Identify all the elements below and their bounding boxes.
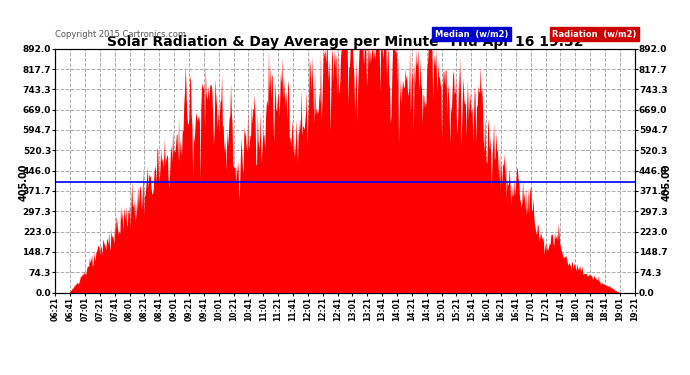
Title: Solar Radiation & Day Average per Minute  Thu Apr 16 19:32: Solar Radiation & Day Average per Minute…	[107, 35, 583, 49]
Text: Copyright 2015 Cartronics.com: Copyright 2015 Cartronics.com	[55, 30, 186, 39]
Text: Radiation  (w/m2): Radiation (w/m2)	[552, 30, 636, 39]
Text: 405.00: 405.00	[662, 163, 671, 201]
Text: 405.00: 405.00	[19, 163, 28, 201]
Text: Median  (w/m2): Median (w/m2)	[435, 30, 508, 39]
